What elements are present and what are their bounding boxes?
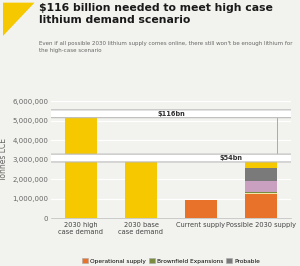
- Bar: [65, 114, 97, 218]
- Bar: [245, 168, 277, 181]
- Bar: [125, 158, 157, 218]
- Text: Even if all possible 2030 lithium supply comes online, there still won't be enou: Even if all possible 2030 lithium supply…: [39, 41, 292, 53]
- Circle shape: [0, 154, 300, 162]
- Bar: [245, 156, 277, 168]
- Bar: [245, 192, 277, 193]
- Text: $116bn: $116bn: [157, 111, 185, 117]
- Bar: [185, 200, 217, 218]
- Text: $116 billion needed to meet high case
lithium demand scenario: $116 billion needed to meet high case li…: [39, 3, 273, 26]
- Y-axis label: Tonnes LCE: Tonnes LCE: [0, 138, 8, 181]
- Bar: [245, 181, 277, 192]
- Text: $54bn: $54bn: [220, 155, 242, 161]
- Bar: [245, 194, 277, 218]
- Legend: Operational supply, Recycling, Brownfield Expansions, Highly Probable, Probable,: Operational supply, Recycling, Brownfiel…: [80, 256, 262, 266]
- Bar: [245, 193, 277, 194]
- Circle shape: [0, 110, 300, 118]
